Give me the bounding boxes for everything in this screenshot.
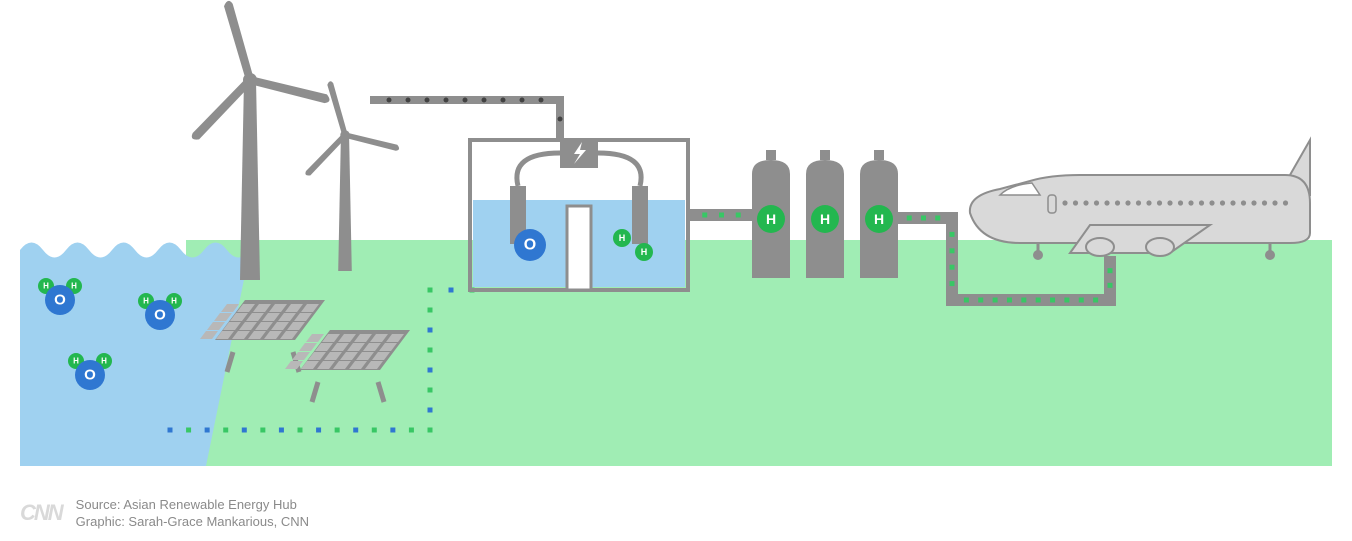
water-pipe-dot [428, 308, 433, 313]
water-pipe-dot [353, 428, 358, 433]
svg-text:O: O [154, 307, 166, 324]
hydrogen-tank: H [752, 150, 790, 278]
svg-text:H: H [171, 297, 177, 306]
svg-text:H: H [43, 282, 49, 291]
water-pipe-dot [409, 428, 414, 433]
water-pipe-dot [390, 428, 395, 433]
water-pipe-dot [223, 428, 228, 433]
airplane-icon [970, 140, 1310, 260]
hydrogen-infographic: HHOHHOHHOOHHHHH [0, 0, 1352, 541]
hydrogen-tank: H [806, 150, 844, 278]
water-pipe-dot [428, 348, 433, 353]
svg-text:H: H [71, 282, 77, 291]
svg-text:H: H [820, 211, 830, 227]
water-pipe-dot [428, 328, 433, 333]
water-pipe-dot [449, 288, 454, 293]
water-pipe-dot [428, 288, 433, 293]
svg-text:H: H [619, 233, 626, 243]
water-pipe-dot [205, 428, 210, 433]
water-pipe-dot [279, 428, 284, 433]
hydrogen-tank: H [860, 150, 898, 278]
svg-text:H: H [101, 357, 107, 366]
svg-text:H: H [641, 247, 648, 257]
water-pipe-dot [335, 428, 340, 433]
water-pipe-dot [186, 428, 191, 433]
electrolyser: O H H [470, 138, 688, 290]
svg-text:H: H [874, 211, 884, 227]
svg-text:H: H [766, 211, 776, 227]
credits-block: Source: Asian Renewable Energy Hub Graph… [76, 496, 309, 531]
wind-turbine-icon [189, 0, 331, 280]
cnn-logo: CNN [20, 500, 62, 526]
water-pipe-dot [428, 408, 433, 413]
water-pipe-dot [298, 428, 303, 433]
water-pipe-dot [168, 428, 173, 433]
svg-text:H: H [143, 297, 149, 306]
water-pipe-dot [428, 428, 433, 433]
water-pipe-dot [372, 428, 377, 433]
source-line: Source: Asian Renewable Energy Hub [76, 496, 309, 514]
water-pipe-dot [428, 368, 433, 373]
svg-text:O: O [84, 367, 96, 384]
water-pipe-dot [428, 388, 433, 393]
water-pipe-dot [316, 428, 321, 433]
svg-text:O: O [524, 237, 536, 254]
electricity-line [370, 100, 560, 138]
water-pipe-dot [242, 428, 247, 433]
svg-text:O: O [54, 292, 66, 309]
footer: CNN Source: Asian Renewable Energy Hub G… [20, 496, 309, 531]
graphic-line: Graphic: Sarah-Grace Mankarious, CNN [76, 513, 309, 531]
svg-text:H: H [73, 357, 79, 366]
water-pipe-dot [260, 428, 265, 433]
